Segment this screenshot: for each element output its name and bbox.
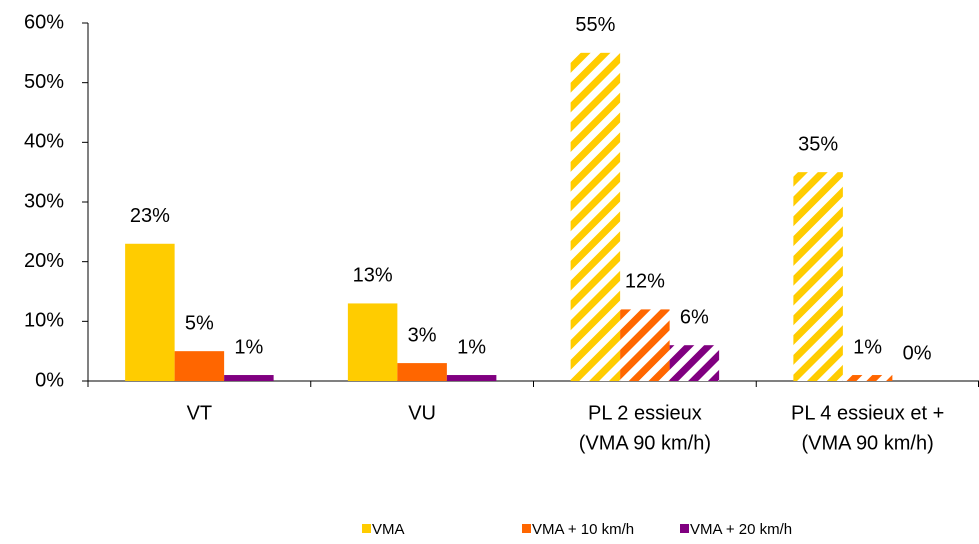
y-tick-label: 20% <box>24 250 64 272</box>
y-tick-label: 60% <box>24 11 64 33</box>
x-tick-label: PL 4 essieux et + <box>791 402 944 424</box>
bar <box>842 375 893 381</box>
x-tick-label: (VMA 90 km/h) <box>579 432 711 454</box>
data-label: 55% <box>575 14 615 36</box>
y-tick-label: 40% <box>24 131 64 153</box>
legend-label: VMA + 20 km/h <box>690 521 792 538</box>
data-label: 13% <box>353 265 393 287</box>
legend-swatch <box>362 524 371 533</box>
bar <box>174 351 225 381</box>
y-tick-label: 30% <box>24 190 64 212</box>
data-label: 23% <box>130 205 170 227</box>
bar <box>669 345 720 381</box>
data-label: 3% <box>408 324 437 346</box>
data-label: 35% <box>798 133 838 155</box>
bar <box>224 375 274 381</box>
legend-swatch <box>680 524 689 533</box>
data-label: 0% <box>903 342 932 364</box>
legend-label: VMA <box>372 521 405 538</box>
data-label: 5% <box>185 312 214 334</box>
data-label: 6% <box>680 306 709 328</box>
x-tick-label: (VMA 90 km/h) <box>801 432 933 454</box>
legend-label: VMA + 10 km/h <box>532 521 634 538</box>
bar <box>620 309 670 381</box>
y-tick-label: 0% <box>35 369 64 391</box>
bar <box>793 172 843 381</box>
bar <box>397 363 447 381</box>
x-tick-label: PL 2 essieux <box>588 402 702 424</box>
bar <box>446 375 497 381</box>
bar <box>347 303 398 381</box>
data-label: 1% <box>234 336 263 358</box>
x-tick-label: VU <box>408 402 436 424</box>
data-label: 12% <box>625 271 665 293</box>
bar <box>125 243 175 381</box>
legend-swatch <box>522 524 531 533</box>
y-tick-label: 10% <box>24 310 64 332</box>
data-label: 1% <box>853 336 882 358</box>
y-tick-label: 50% <box>24 71 64 93</box>
bar <box>570 52 621 381</box>
x-tick-label: VT <box>187 402 213 424</box>
data-label: 1% <box>457 336 486 358</box>
